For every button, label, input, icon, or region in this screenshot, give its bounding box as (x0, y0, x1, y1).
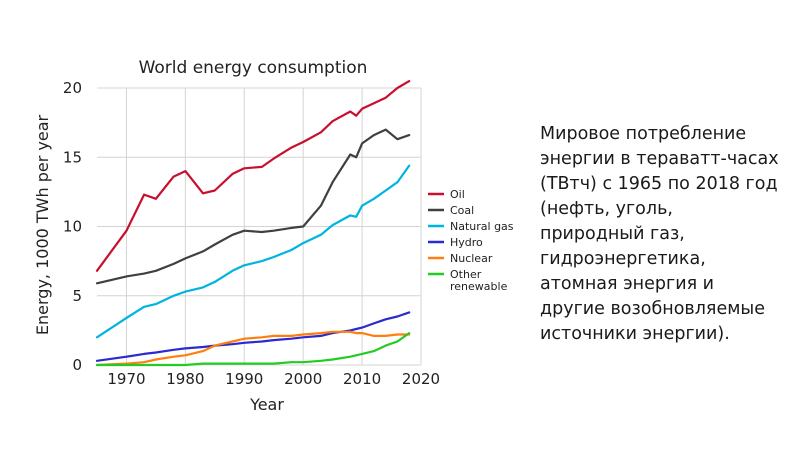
series-line-hydro (95, 311, 411, 362)
y-tick-label: 10 (63, 218, 82, 236)
legend-label: Other (450, 268, 482, 281)
legend-label: Nuclear (450, 252, 493, 265)
y-axis-label: Energy, 1000 TWh per year (33, 114, 52, 335)
legend-label: Hydro (450, 236, 483, 249)
series-line-natural-gas (95, 164, 411, 339)
legend-label: Coal (450, 204, 474, 217)
series-line-oil (95, 79, 411, 272)
caption-text: Мировое потребление энергии в тераватт-ч… (540, 124, 779, 344)
x-axis-label: Year (249, 395, 284, 414)
series-lines (95, 79, 411, 367)
y-tick-label: 0 (72, 356, 82, 374)
y-tick-label: 5 (72, 287, 82, 305)
series-line-coal (95, 128, 411, 285)
legend: Oil Coal Natural gas Hydro Nuclear Otherrenew… (428, 188, 514, 293)
y-tick-label: 20 (63, 79, 82, 97)
x-tick-label: 2010 (343, 370, 381, 388)
y-tick-label: 15 (63, 148, 82, 166)
energy-line-chart: World energy consumption Energy, 1000 TW… (33, 58, 514, 414)
x-tick-label: 2000 (284, 370, 322, 388)
legend-label: renewable (450, 280, 508, 293)
chart-area: World energy consumption Energy, 1000 TW… (33, 58, 514, 414)
series-line-nuclear (95, 330, 411, 367)
legend-label: Natural gas (450, 220, 514, 233)
x-tick-label: 2020 (402, 370, 440, 388)
chart-title: World energy consumption (139, 58, 368, 78)
series-line-other-renewable (95, 332, 411, 367)
tick-labels: 0 5 10 15 20 1970 1980 1990 2000 2010 2020 (63, 79, 440, 388)
x-tick-label: 1970 (107, 370, 145, 388)
x-tick-label: 1980 (166, 370, 204, 388)
legend-label: Oil (450, 188, 465, 201)
x-tick-label: 1990 (225, 370, 263, 388)
